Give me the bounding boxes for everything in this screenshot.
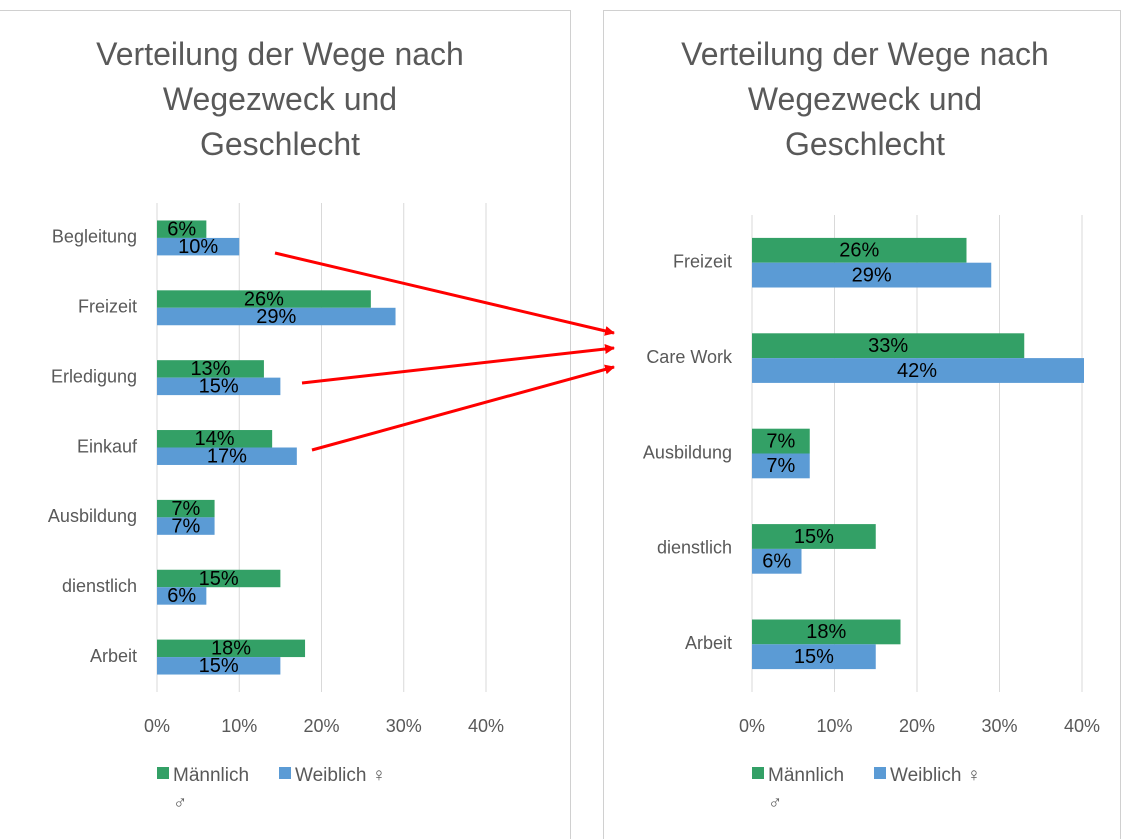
y-tick-label: dienstlich <box>62 576 137 596</box>
y-tick-label: Care Work <box>646 347 733 367</box>
bar <box>752 453 810 479</box>
chart: 0% 10% 20% 30% 40%Begleitung 6%10%Freizeit 26%… <box>48 203 504 736</box>
arrow <box>311 364 615 452</box>
data-label: 6% <box>762 551 791 573</box>
bar <box>157 307 396 326</box>
data-label: 15% <box>794 526 834 548</box>
bars <box>752 237 1084 670</box>
bar <box>157 517 215 535</box>
data-label: 29% <box>256 306 296 328</box>
bar <box>752 262 992 288</box>
x-tick-label: 0% <box>739 716 765 736</box>
legend-item: Männlich ♂ <box>157 762 265 818</box>
bar <box>157 430 273 448</box>
data-label: 26% <box>244 288 284 310</box>
data-label: 15% <box>199 568 239 590</box>
bar <box>752 548 802 574</box>
data-label: 7% <box>766 430 795 452</box>
legend-label: Weiblich ♀ <box>295 765 386 786</box>
y-tick-label: Freizeit <box>673 251 732 271</box>
bar <box>157 657 281 675</box>
x-tick-label: 20% <box>303 716 339 736</box>
data-label: 15% <box>199 655 239 677</box>
data-label: 6% <box>167 218 196 240</box>
legend: Männlich ♂ Weiblich ♀ <box>752 762 982 818</box>
data-label: 18% <box>806 621 846 643</box>
legend-swatch <box>874 767 886 779</box>
bar <box>157 360 264 378</box>
data-label: 14% <box>195 428 235 450</box>
y-tick-label: Arbeit <box>685 633 732 653</box>
legend-item: Weiblich ♀ <box>279 762 387 818</box>
bar <box>157 587 207 605</box>
data-label: 33% <box>868 335 908 357</box>
bar <box>157 639 306 658</box>
x-tick-label: 10% <box>221 716 257 736</box>
x-tick-label: 10% <box>816 716 852 736</box>
bar <box>752 524 876 549</box>
bar <box>752 237 967 263</box>
bar <box>157 237 240 256</box>
data-label: 15% <box>199 376 239 398</box>
x-tick-label: 20% <box>899 716 935 736</box>
bar <box>157 499 215 518</box>
data-label: 13% <box>190 358 230 380</box>
data-label: 15% <box>794 646 834 668</box>
data-label: 26% <box>839 240 879 262</box>
bar <box>157 220 207 238</box>
legend-swatch <box>157 767 169 779</box>
bar <box>157 290 371 308</box>
data-label: 7% <box>766 455 795 477</box>
x-tick-label: 30% <box>981 716 1017 736</box>
data-label: 6% <box>167 585 196 607</box>
legend: Männlich ♂ Weiblich ♀ <box>157 762 387 818</box>
data-label: 29% <box>852 264 892 286</box>
bar <box>752 619 901 645</box>
bar <box>157 377 281 396</box>
y-tick-label: Einkauf <box>77 436 138 456</box>
legend-label: Weiblich ♀ <box>890 765 981 786</box>
x-tick-label: 40% <box>468 716 504 736</box>
data-label: 7% <box>171 515 200 537</box>
data-label: 10% <box>178 236 218 258</box>
y-tick-label: Ausbildung <box>643 442 732 462</box>
legend-label: Männlich ♂ <box>768 765 845 814</box>
x-tick-label: 40% <box>1064 716 1100 736</box>
data-label: 7% <box>171 498 200 520</box>
bar <box>752 428 810 454</box>
data-label: 17% <box>207 446 247 468</box>
bar <box>752 333 1025 359</box>
legend-label: Männlich ♂ <box>173 765 250 814</box>
chart-title: Verteilung der Wege nach Wegezweck und G… <box>96 36 464 162</box>
y-tick-label: Arbeit <box>90 646 137 666</box>
y-tick-label: Begleitung <box>52 227 137 247</box>
legend-item: Männlich ♂ <box>752 762 860 818</box>
bar <box>752 358 1084 383</box>
y-tick-label: Freizeit <box>78 297 137 317</box>
x-tick-label: 30% <box>386 716 422 736</box>
chart-panel <box>0 10 571 839</box>
bars <box>157 220 396 675</box>
chart-title: Verteilung der Wege nach Wegezweck und G… <box>681 36 1049 162</box>
legend-swatch <box>279 767 291 779</box>
y-tick-label: Ausbildung <box>48 506 137 526</box>
y-tick-label: dienstlich <box>657 538 732 558</box>
data-label: 42% <box>897 360 937 382</box>
arrow <box>301 344 615 385</box>
bar <box>157 447 297 465</box>
bar <box>752 644 876 670</box>
bar <box>157 569 281 588</box>
chart: 0% 10% 20% 30% 40% Freizeit 26%29% Care Work 33%… <box>643 215 1100 736</box>
arrows <box>274 251 615 452</box>
x-tick-label: 0% <box>144 716 170 736</box>
y-tick-label: Erledigung <box>51 366 137 386</box>
arrow <box>274 251 615 336</box>
data-label: 18% <box>211 638 251 660</box>
legend-swatch <box>752 767 764 779</box>
chart-panel <box>603 10 1121 839</box>
legend-item: Weiblich ♀ <box>874 762 982 818</box>
